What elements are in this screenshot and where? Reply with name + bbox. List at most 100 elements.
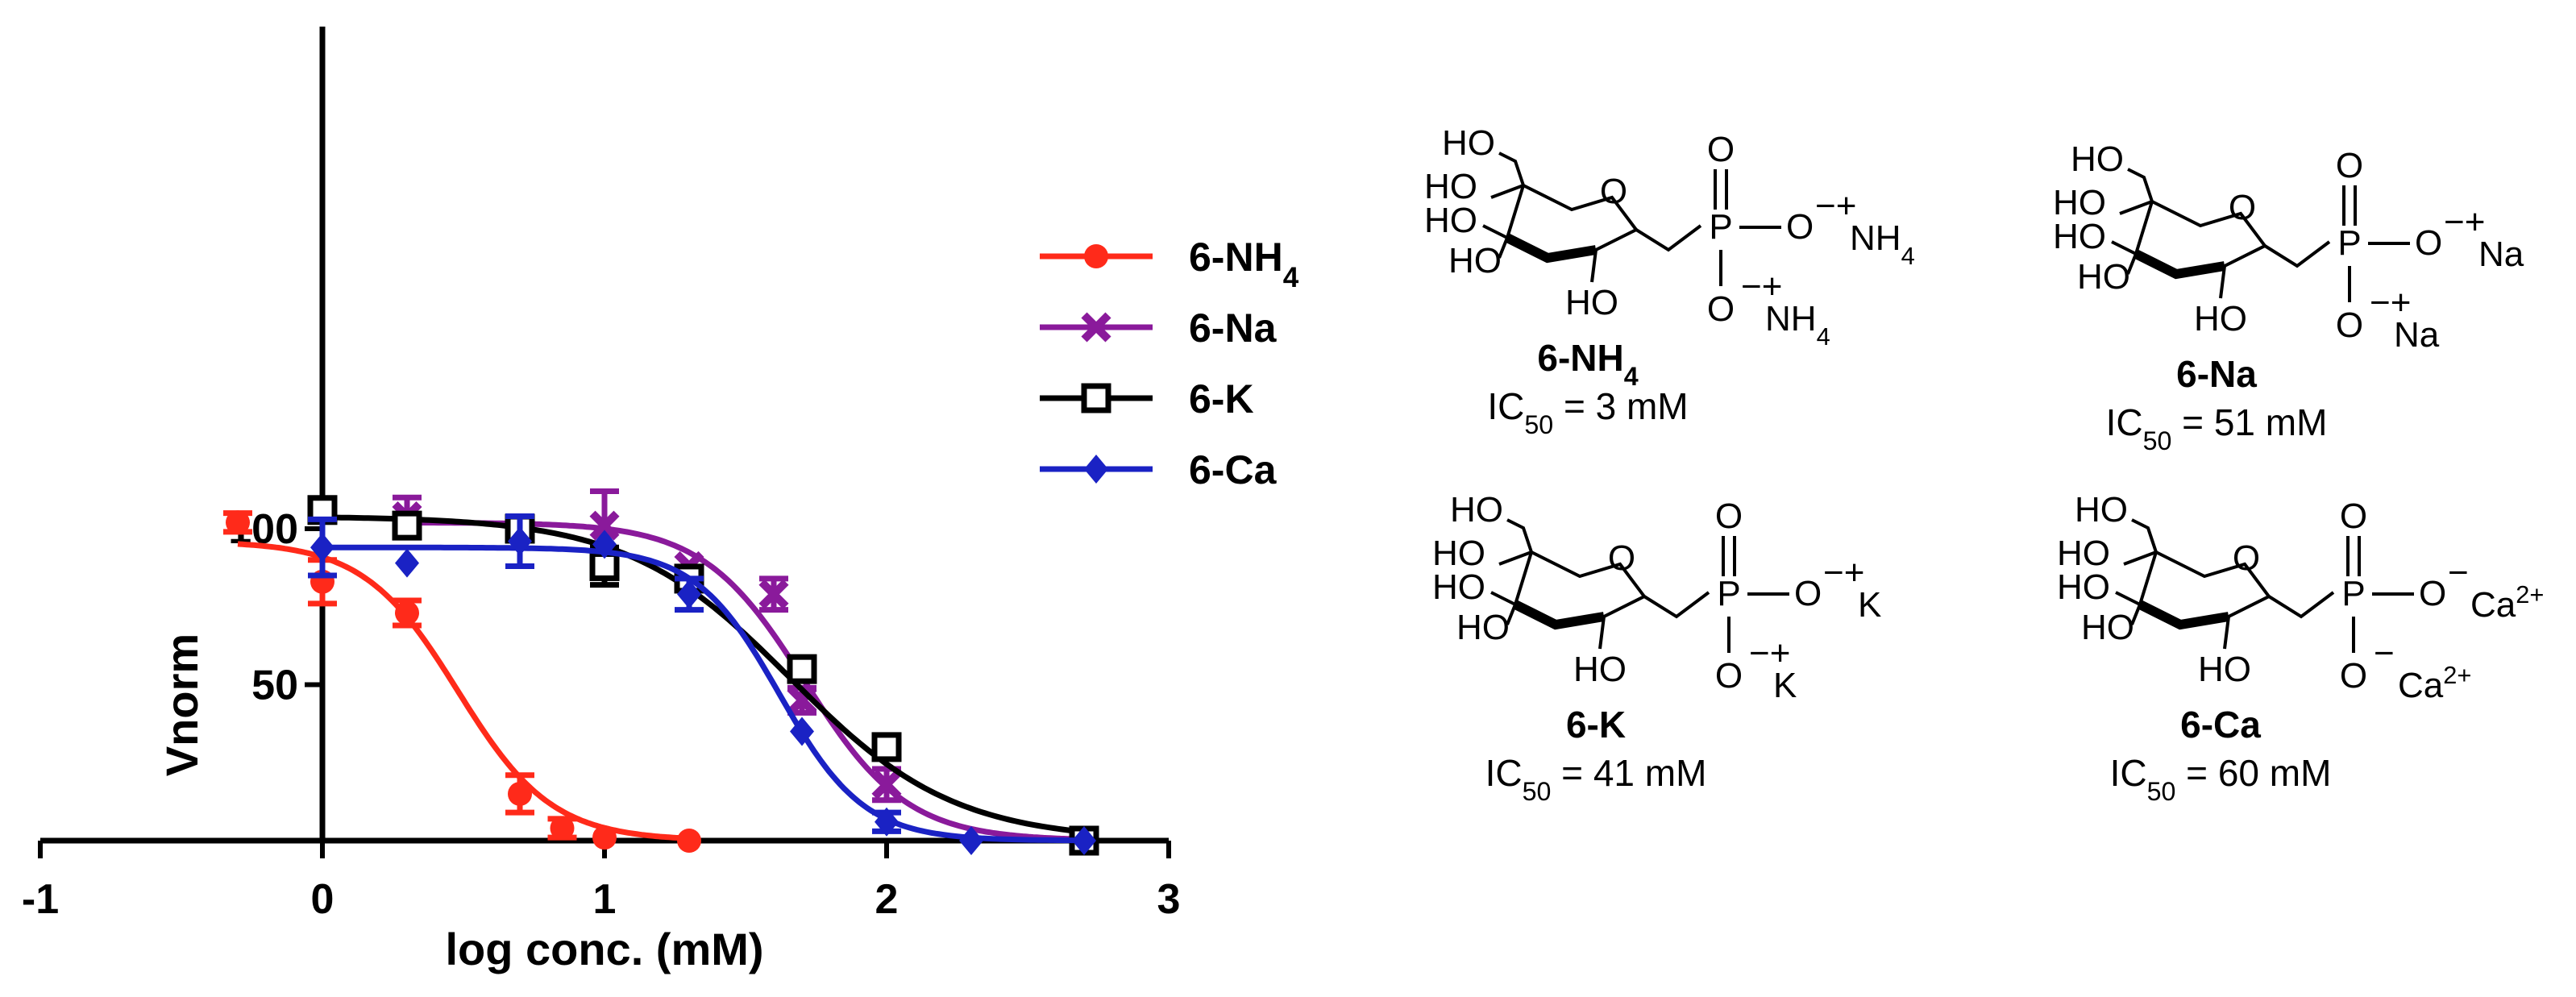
double-bond [1714,169,1728,210]
data-point [871,732,902,762]
ring-oxygen: O [2229,188,2256,227]
hydroxyl-label: HO [2075,490,2128,530]
bond [1498,550,1532,566]
phosphorus-label: P [1717,574,1740,613]
charge-label: −+ [1749,634,1790,673]
data-point [226,510,250,535]
oxygen-anion: O [2415,223,2442,263]
series-6-K [307,495,1099,856]
hydroxyl-label: HO [1448,241,1502,280]
x-tick-label: 0 [311,876,334,923]
series-6-NH4 [223,510,701,853]
bond [1590,249,1598,283]
hydroxyl-label: HO [1565,283,1618,322]
data-point [871,769,902,800]
charge-label: − [2374,634,2395,673]
charge-label: −+ [2370,283,2411,322]
data-point [787,685,817,716]
compound-name: 6-NH4 [1537,337,1638,391]
oxygen-anion: O [2336,305,2363,345]
data-point [550,816,575,841]
charge-label: − [2448,553,2469,592]
bond [2119,200,2153,215]
phosphorus-label: P [2337,223,2361,263]
hydroxyl-label: HO [2057,534,2110,573]
legend-label: 6-Ca [1189,447,1278,492]
hydroxyl-label: HO [1432,567,1485,607]
data-point [310,533,334,563]
bond [1490,184,1524,199]
x-tick-label: 1 [593,876,617,923]
bond [2126,253,2138,275]
charge-label: −+ [2444,202,2485,242]
counterion-label: Na [2394,315,2440,355]
hydroxyl-label: HO [1573,650,1627,689]
bond [1482,224,1508,239]
hydroxyl-label: HO [1456,608,1510,647]
bond [1506,518,1533,553]
phosphorus-label: P [1709,207,1732,247]
hydroxyl-label: HO [2077,257,2130,297]
counterion-label: Na [2478,235,2524,274]
oxygen-label: O [1715,496,1743,536]
charge-label: −+ [1741,267,1782,306]
hydroxyl-label: HO [1442,123,1495,163]
data-point [508,526,532,556]
ic50-label: IC50 = 60 mM [2110,752,2332,806]
hydroxyl-label: HO [1424,167,1477,206]
legend-marker [1084,244,1108,268]
data-point [758,579,789,609]
ring-bold-edge [2134,249,2225,280]
legend-marker [1084,455,1108,484]
bond [2127,168,2154,202]
bond [1635,224,1702,252]
legend-label: 6-Na [1189,305,1278,351]
oxygen-label: O [1707,130,1735,169]
counterion-label: NH4 [1765,299,1830,351]
hydroxyl-label: HO [2081,608,2134,647]
bond [2267,591,2335,619]
bond [2111,240,2137,255]
fit-curve [322,514,1085,835]
ring-oxygen: O [2233,538,2260,578]
counterion-label: K [1858,585,1881,625]
data-point [395,600,419,625]
hydroxyl-label: HO [2198,650,2251,689]
bond [1643,591,1710,619]
ic50-label: IC50 = 51 mM [2106,401,2328,455]
data-point [508,781,532,806]
bond [2219,265,2226,299]
data-point [677,829,701,853]
data-point [959,826,983,855]
ic50-label: IC50 = 3 mM [1487,385,1688,439]
data-point [395,548,419,578]
data-point [392,510,422,541]
double-bond [2346,536,2361,576]
hydroxyl-label: HO [2053,217,2106,256]
counterion-label: K [1773,666,1797,705]
compound-name: 6-K [1566,704,1626,746]
oxygen-anion: O [2419,574,2446,613]
legend-marker [1081,383,1111,413]
fit-curve [237,541,690,841]
data-point [677,580,701,609]
x-tick-label: 3 [1157,876,1181,923]
y-tick-label: 50 [251,663,298,709]
hydroxyl-label: HO [2194,299,2247,339]
compound-name: 6-Na [2176,353,2257,395]
charge-label: −+ [1823,553,1864,592]
bond [2223,616,2230,650]
ic50-label: IC50 = 41 mM [1485,752,1707,806]
double-bond [2342,185,2357,226]
ring-oxygen: O [1600,172,1627,211]
oxygen-anion: O [1715,656,1743,696]
data-point [592,825,617,850]
ring-bold-edge [2138,600,2229,630]
phosphorus-label: P [2341,574,2365,613]
counterion-label: NH4 [1850,218,1915,270]
bond [1498,152,1525,186]
